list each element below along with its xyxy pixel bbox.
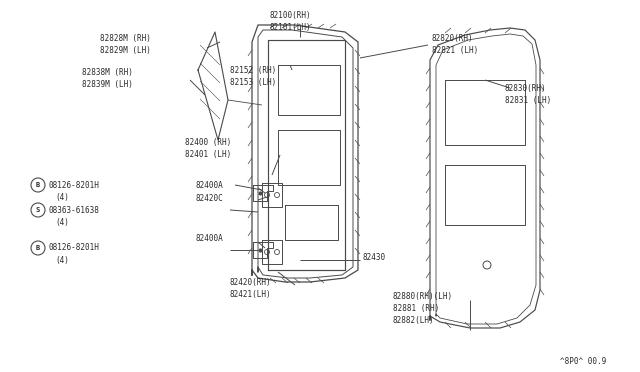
Text: 82152 (RH): 82152 (RH) [230,65,276,74]
Text: (4): (4) [55,218,69,227]
Text: 82821 (LH): 82821 (LH) [432,45,478,55]
Text: 82153 (LH): 82153 (LH) [230,77,276,87]
Text: 82100(RH): 82100(RH) [270,10,312,19]
Text: 08363-61638: 08363-61638 [48,205,99,215]
Text: 82420(RH): 82420(RH) [230,278,271,286]
Text: 82400 (RH): 82400 (RH) [185,138,231,147]
Text: 82400A: 82400A [195,234,223,243]
Text: 82400A: 82400A [195,180,223,189]
Text: (4): (4) [55,192,69,202]
Text: B: B [36,245,40,251]
Text: 82828M (RH): 82828M (RH) [100,33,151,42]
Text: 82838M (RH): 82838M (RH) [82,67,133,77]
Text: B: B [36,182,40,188]
Text: 82430: 82430 [363,253,386,263]
Text: 82101(LH): 82101(LH) [270,22,312,32]
Text: 82881 (RH): 82881 (RH) [393,304,439,312]
Text: 82401 (LH): 82401 (LH) [185,150,231,158]
Text: 08126-8201H: 08126-8201H [48,180,99,189]
Text: 82839M (LH): 82839M (LH) [82,80,133,89]
Text: 08126-8201H: 08126-8201H [48,244,99,253]
Text: 82882(LH): 82882(LH) [393,315,435,324]
Text: 82421(LH): 82421(LH) [230,289,271,298]
Text: ^8P0^ 00.9: ^8P0^ 00.9 [560,357,606,366]
Text: 82829M (LH): 82829M (LH) [100,45,151,55]
Text: 82880(RH)(LH): 82880(RH)(LH) [393,292,453,301]
Text: 82830(RH): 82830(RH) [505,83,547,93]
Text: (4): (4) [55,256,69,264]
Text: 82820(RH): 82820(RH) [432,33,474,42]
Text: 82420C: 82420C [195,193,223,202]
Text: 82831 (LH): 82831 (LH) [505,96,551,105]
Text: S: S [36,207,40,213]
